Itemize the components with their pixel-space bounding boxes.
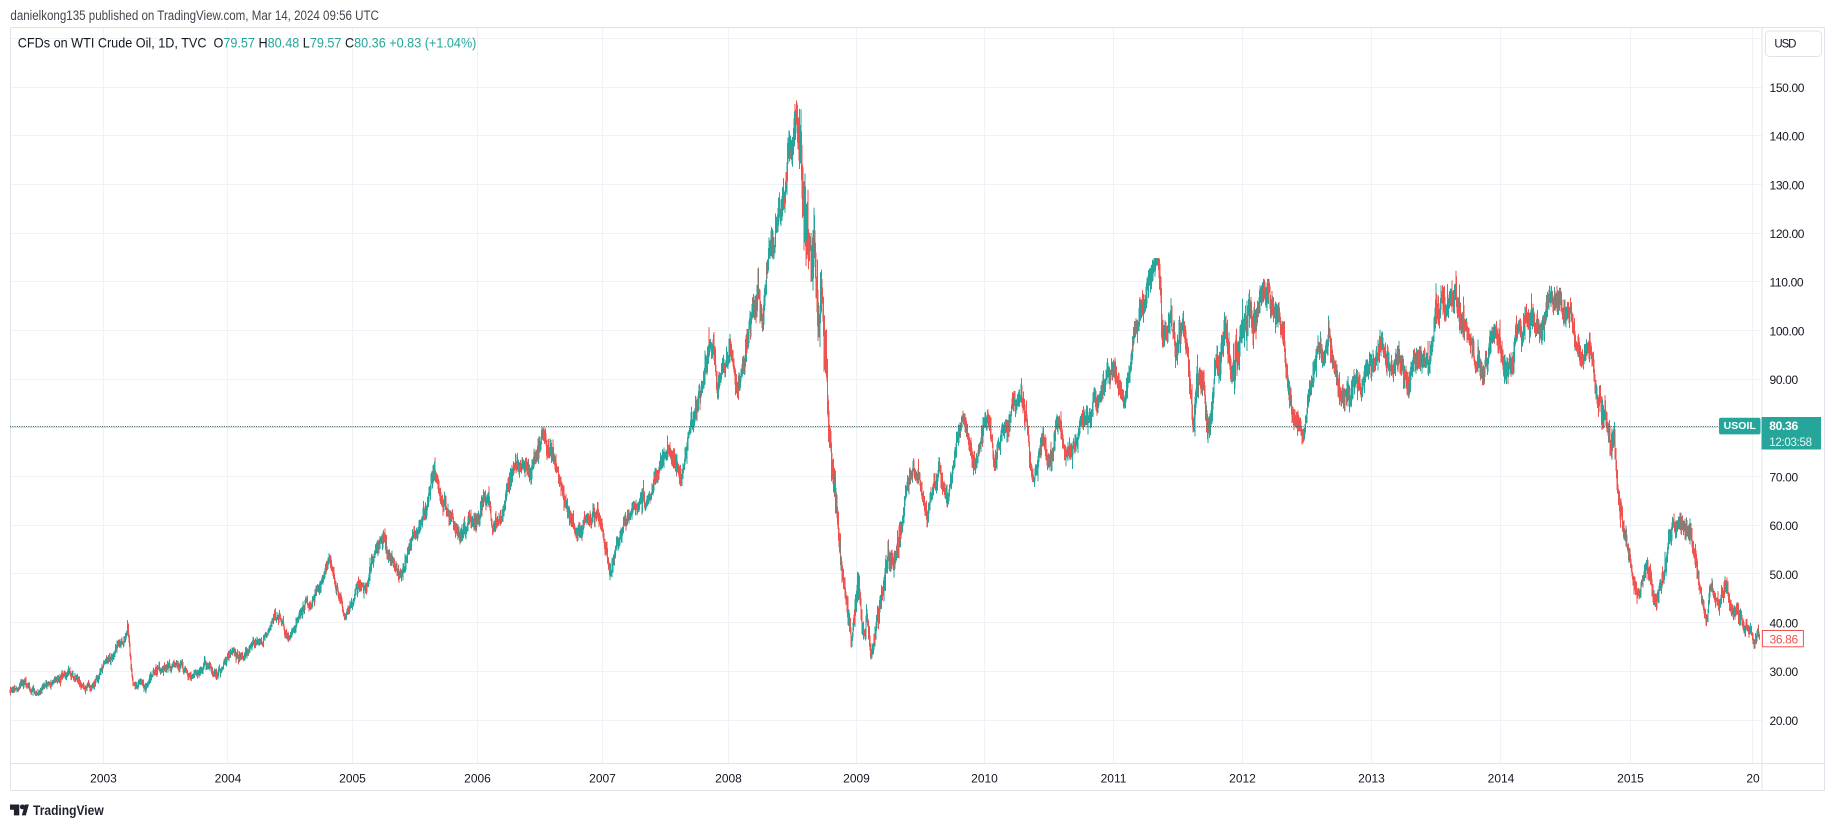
svg-text:USOIL: USOIL bbox=[1724, 421, 1757, 432]
svg-text:2008: 2008 bbox=[715, 772, 742, 786]
svg-text:60.00: 60.00 bbox=[1770, 519, 1799, 533]
svg-text:110.00: 110.00 bbox=[1770, 276, 1804, 290]
svg-text:2006: 2006 bbox=[464, 772, 491, 786]
svg-text:140.00: 140.00 bbox=[1770, 130, 1805, 144]
svg-text:CFDs on WTI Crude Oil, 1D, TVC: CFDs on WTI Crude Oil, 1D, TVC O79.57 H8… bbox=[18, 36, 477, 51]
svg-text:150.00: 150.00 bbox=[1770, 81, 1805, 95]
svg-text:36.86: 36.86 bbox=[1770, 633, 1799, 647]
svg-text:2010: 2010 bbox=[971, 772, 998, 786]
svg-text:20: 20 bbox=[1746, 772, 1760, 786]
svg-text:50.00: 50.00 bbox=[1770, 568, 1799, 582]
svg-text:100.00: 100.00 bbox=[1770, 324, 1805, 338]
svg-text:30.00: 30.00 bbox=[1770, 665, 1799, 679]
svg-text:2012: 2012 bbox=[1229, 772, 1256, 786]
svg-text:2013: 2013 bbox=[1358, 772, 1385, 786]
svg-text:2011: 2011 bbox=[1101, 772, 1127, 786]
svg-text:2004: 2004 bbox=[215, 772, 242, 786]
svg-text:120.00: 120.00 bbox=[1770, 227, 1805, 241]
svg-text:20.00: 20.00 bbox=[1770, 714, 1799, 728]
svg-text:TradingView: TradingView bbox=[33, 803, 104, 818]
svg-text:2003: 2003 bbox=[90, 772, 117, 786]
svg-text:danielkong135 published on Tra: danielkong135 published on TradingView.c… bbox=[10, 8, 379, 23]
svg-text:90.00: 90.00 bbox=[1770, 373, 1799, 387]
svg-text:130.00: 130.00 bbox=[1770, 178, 1805, 192]
svg-text:2009: 2009 bbox=[843, 772, 870, 786]
svg-text:12:03:58: 12:03:58 bbox=[1769, 437, 1811, 449]
svg-text:2015: 2015 bbox=[1617, 772, 1644, 786]
svg-text:80.36: 80.36 bbox=[1769, 419, 1798, 433]
svg-text:70.00: 70.00 bbox=[1770, 471, 1799, 485]
svg-text:2007: 2007 bbox=[589, 772, 616, 786]
svg-text:40.00: 40.00 bbox=[1770, 617, 1799, 631]
svg-text:2014: 2014 bbox=[1488, 772, 1515, 786]
svg-text:2005: 2005 bbox=[339, 772, 366, 786]
svg-text:USD: USD bbox=[1774, 38, 1796, 50]
